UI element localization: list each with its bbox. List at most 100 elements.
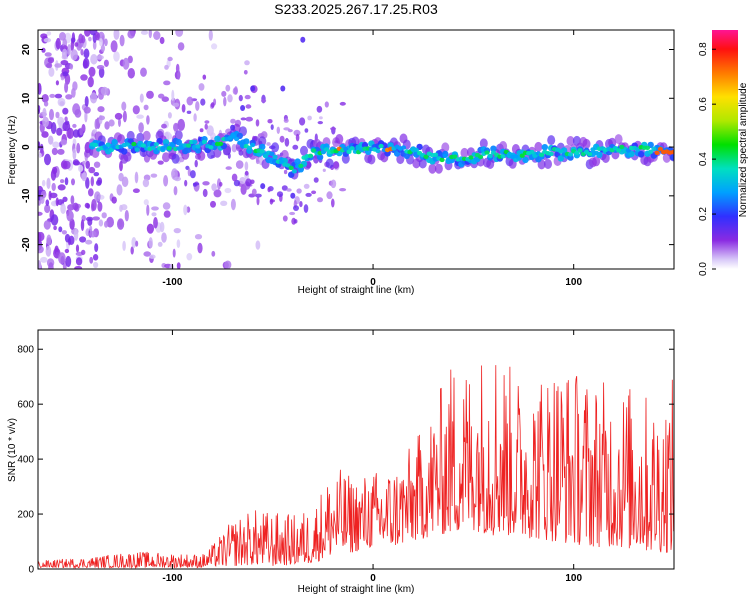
spectrogram-noise-blob — [88, 36, 92, 42]
spectrogram-noise-blob — [292, 144, 299, 150]
spectrogram-noise-blob — [70, 49, 78, 61]
spectrogram-noise-blob — [60, 203, 66, 214]
spectrogram-noise-blob — [80, 49, 84, 56]
spectrogram-noise-blob — [204, 120, 210, 124]
spectrogram-ridge-cell — [160, 146, 166, 151]
spectrogram-noise-blob — [85, 239, 93, 245]
spectrogram-noise-blob — [88, 66, 96, 77]
spectrogram-ridge-cell — [307, 153, 314, 158]
spectrogram-noise-blob — [134, 171, 139, 184]
spectrogram-noise-blob — [255, 119, 260, 127]
spectrogram-noise-blob — [62, 107, 69, 115]
spectrogram-noise-blob — [167, 112, 172, 119]
spectrogram-noise-blob — [96, 179, 102, 186]
spectrogram-ridge-cell — [272, 154, 278, 160]
spectrogram-noise-blob — [61, 48, 68, 59]
spectrogram-noise-blob — [132, 188, 140, 193]
spectrogram-noise-blob — [64, 177, 69, 186]
spectrogram-noise-blob — [333, 161, 340, 169]
spectrogram-ridge-cell — [117, 134, 126, 145]
spectrogram-ridge-cell — [134, 147, 140, 152]
spectrogram-ridge-cell — [269, 151, 275, 156]
spectrogram-ridge-cell — [577, 148, 583, 153]
spectrogram-noise-blob — [146, 115, 150, 125]
spectrogram-noise-blob — [42, 116, 49, 128]
spectrogram-noise-blob — [164, 64, 169, 70]
spectrogram-noise-blob — [244, 161, 249, 171]
spectrogram-noise-blob — [225, 166, 232, 170]
spectrogram-noise-blob — [289, 211, 296, 216]
spectrogram-noise-blob — [96, 55, 104, 60]
snr-x-tick-label: -100 — [162, 573, 182, 584]
spectrogram-ridge-cell — [614, 134, 623, 145]
spectrogram-noise-blob — [183, 204, 188, 216]
spectrogram-noise-blob — [69, 63, 74, 70]
spectrogram-noise-blob — [244, 170, 249, 176]
spectrogram-heatmap — [38, 30, 674, 269]
spectrogram-noise-blob — [41, 131, 49, 138]
spectrogram-noise-blob — [118, 118, 121, 127]
spectrogram-noise-blob — [82, 160, 86, 165]
spectrogram-noise-blob — [121, 101, 127, 111]
spectrogram-noise-blob — [60, 179, 65, 184]
spectrogram-ridge-cell — [413, 147, 419, 153]
colorbar: 0.0 0.2 0.4 0.6 0.8 Normalized spectral ampl… — [698, 30, 749, 276]
spectrogram-noise-blob — [95, 31, 100, 41]
spectrogram-noise-blob — [261, 99, 267, 103]
spectrogram-noise-blob — [176, 262, 181, 269]
spectrogram-noise-blob — [85, 160, 90, 169]
spectrogram-noise-blob — [267, 187, 271, 193]
spectrogram-ridge-cell — [201, 139, 208, 145]
spectrogram-noise-blob — [70, 37, 76, 43]
spectrogram-noise-blob — [60, 160, 68, 169]
spectrogram-ridge-cell — [214, 135, 221, 142]
spectrogram-noise-blob — [108, 119, 115, 127]
spectrogram-noise-blob — [240, 117, 247, 121]
spectrogram-ridge-cell — [195, 144, 201, 149]
spectrogram-noise-blob — [146, 223, 154, 234]
spectrogram-noise-blob — [238, 94, 243, 102]
spectrogram-noise-blob — [153, 31, 161, 40]
spectrogram-noise-blob — [234, 86, 238, 95]
spectrogram-noise-blob — [67, 44, 71, 56]
spectrogram-ridge-cell — [259, 143, 266, 151]
spectrogram-noise-blob — [58, 226, 63, 233]
spectrogram-ridge-cell — [484, 150, 490, 155]
spectrogram-burst — [240, 105, 246, 111]
snr-x-tick-label: 0 — [370, 573, 376, 584]
spectrogram-ridge-cell — [534, 141, 543, 152]
spectrogram-noise-blob — [104, 220, 109, 228]
spectrogram-noise-blob — [330, 179, 337, 189]
spectrogram-noise-blob — [281, 185, 288, 191]
spectrogram-ridge-cell — [171, 153, 180, 164]
spectrogram-noise-blob — [72, 81, 78, 91]
spectrogram-ridge-cell — [150, 145, 156, 151]
spectrogram-ridge-cell — [499, 141, 508, 151]
spectrogram-y-tick-label: -20 — [21, 237, 32, 252]
spectrogram-noise-blob — [255, 159, 260, 165]
spectrogram-burst — [290, 192, 296, 199]
spectrogram-ridge-cell — [519, 153, 525, 158]
spectrogram-noise-blob — [198, 83, 205, 91]
spectrogram-noise-blob — [113, 51, 120, 62]
spectrogram-noise-blob — [78, 164, 84, 173]
spectrogram-noise-blob — [287, 129, 293, 133]
spectrogram-ridge-cell — [335, 134, 344, 144]
spectrogram-ridge-cell — [529, 149, 535, 155]
spectrogram-noise-blob — [89, 230, 97, 238]
spectrogram-noise-blob — [132, 105, 140, 115]
spectrogram-noise-blob — [57, 97, 66, 107]
spectrogram-ridge-cell — [162, 152, 170, 163]
spectrogram-noise-blob — [149, 254, 156, 259]
spectrogram-y-axis-label: Frequency (Hz) — [7, 116, 18, 185]
spectrogram-ridge-cell — [423, 154, 429, 159]
spectrogram-noise-blob — [225, 84, 231, 92]
spectrogram-noise-blob — [88, 188, 94, 197]
spectrogram-noise-blob — [52, 141, 60, 148]
spectrogram-ridge-cell — [513, 154, 519, 159]
spectrogram-noise-blob — [91, 198, 97, 211]
spectrogram-ridge-cell — [288, 165, 294, 171]
spectrogram-noise-blob — [79, 127, 83, 136]
spectrogram-noise-blob — [100, 86, 109, 96]
